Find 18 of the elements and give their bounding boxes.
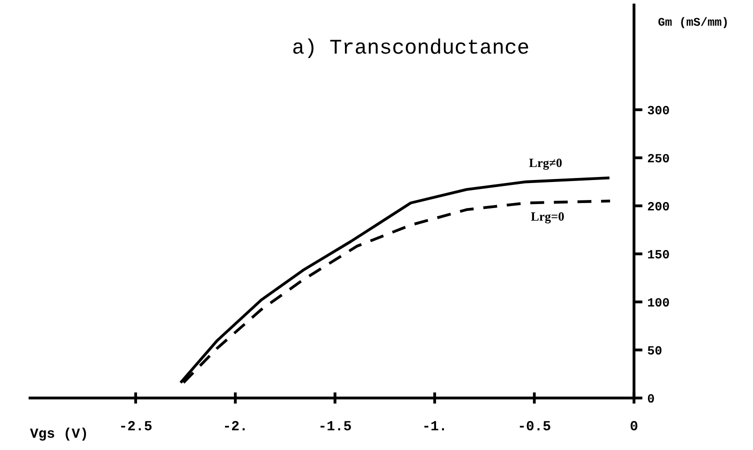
y-tick-label: 250 xyxy=(648,154,669,162)
y-tick-label: 0 xyxy=(648,394,654,403)
y-axis-title: Gm (mS/mm) xyxy=(658,17,727,28)
y-tick-label: 200 xyxy=(648,202,669,210)
y-tick-label: 300 xyxy=(648,106,669,114)
x-tick-label: -2.5 xyxy=(121,420,152,430)
x-tick-label: -2. xyxy=(225,420,245,430)
x-axis-title: Vgs (V) xyxy=(30,428,86,441)
x-tick-label: -1. xyxy=(424,421,444,430)
series-label: Lrg=0 xyxy=(531,212,564,224)
y-tick-label: 50 xyxy=(648,346,662,355)
series-label: Lrg≠0 xyxy=(529,158,562,170)
x-tick-label: 0 xyxy=(630,420,638,430)
text: a) Transconductance xyxy=(293,38,528,58)
x-tick-label: -1.5 xyxy=(320,421,351,430)
x-tick-label: -0.5 xyxy=(520,420,550,430)
y-tick-label: 100 xyxy=(648,298,669,307)
y-tick-label: 150 xyxy=(648,250,669,259)
